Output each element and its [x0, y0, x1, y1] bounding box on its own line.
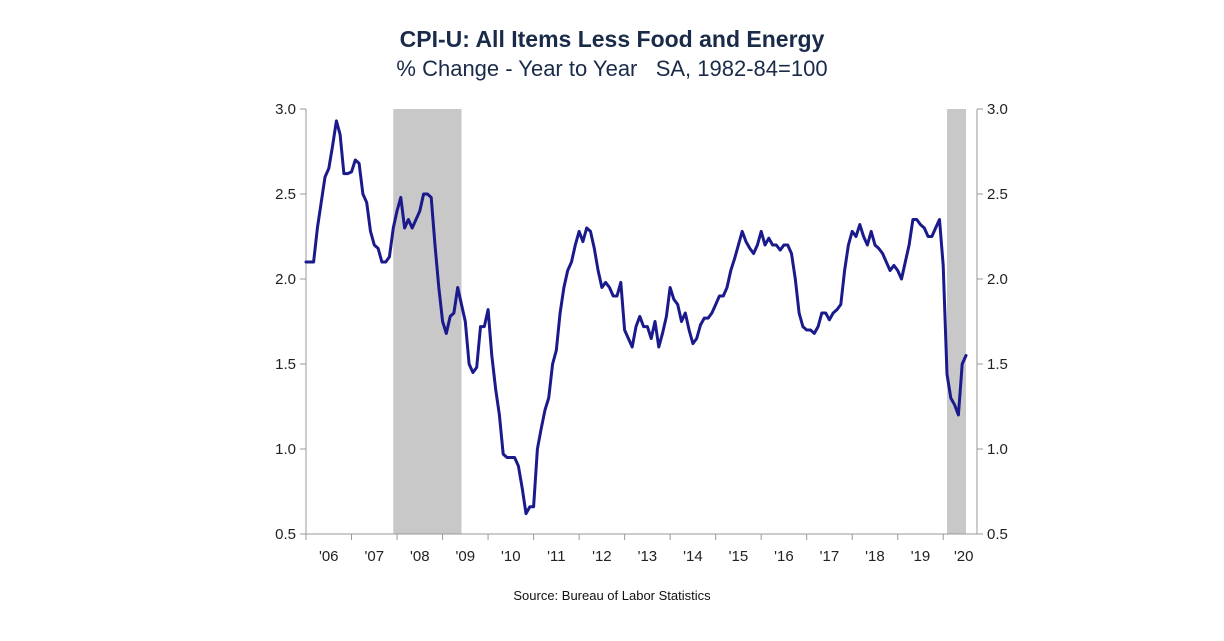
- x-tick-label: '16: [774, 548, 794, 565]
- x-tick-label: '06: [319, 548, 339, 565]
- y-tick-label-left: 2.0: [275, 271, 296, 288]
- y-tick-label-left: 2.5: [275, 186, 296, 203]
- series-layer: [304, 119, 968, 516]
- chart-title: CPI-U: All Items Less Food and Energy: [399, 26, 825, 52]
- x-tick-label: '07: [364, 548, 384, 565]
- y-tick-label-right: 3.0: [987, 101, 1008, 118]
- x-tick-layer: '06 '07 '08 '09 '10 '11 '12 '13 '14 '15 '16 '17 '18 '…: [305, 534, 974, 565]
- x-tick-label: '08: [410, 548, 430, 565]
- y-tick-label-right: 0.5: [987, 526, 1008, 543]
- chart-subtitle: % Change - Year to Year SA, 1982-84=100: [396, 56, 828, 81]
- x-tick-label: '11: [547, 548, 565, 565]
- recession-band: [947, 109, 966, 534]
- chart-source-note: Source: Bureau of Labor Statistics: [513, 588, 711, 603]
- y-tick-label-left: 1.0: [275, 441, 296, 458]
- y-tick-layer: 3.0 3.0 2.5 2.5 2.0 2.0 1.5 1.5 1.0 1.0 0.5 0.5: [275, 101, 1008, 543]
- x-tick-label: '13: [638, 548, 658, 565]
- y-tick-label-left: 1.5: [275, 356, 296, 373]
- recession-shading-layer: [393, 109, 966, 534]
- x-tick-label: '10: [501, 548, 521, 565]
- x-tick-label: '19: [911, 548, 931, 565]
- x-tick-label: '12: [592, 548, 612, 565]
- x-tick-label: '15: [729, 548, 749, 565]
- x-tick-label: '09: [456, 548, 476, 565]
- x-tick-label: '17: [820, 548, 840, 565]
- x-tick-label: '20: [954, 548, 974, 565]
- x-tick-label: '14: [683, 548, 703, 565]
- y-tick-label-right: 2.5: [987, 186, 1008, 203]
- x-tick-label: '18: [865, 548, 885, 565]
- series-line: [304, 119, 968, 516]
- y-tick-label-right: 1.5: [987, 356, 1008, 373]
- y-tick-label-left: 3.0: [275, 101, 296, 118]
- recession-band: [393, 109, 462, 534]
- y-tick-label-left: 0.5: [275, 526, 296, 543]
- y-tick-label-right: 2.0: [987, 271, 1008, 288]
- y-tick-label-right: 1.0: [987, 441, 1008, 458]
